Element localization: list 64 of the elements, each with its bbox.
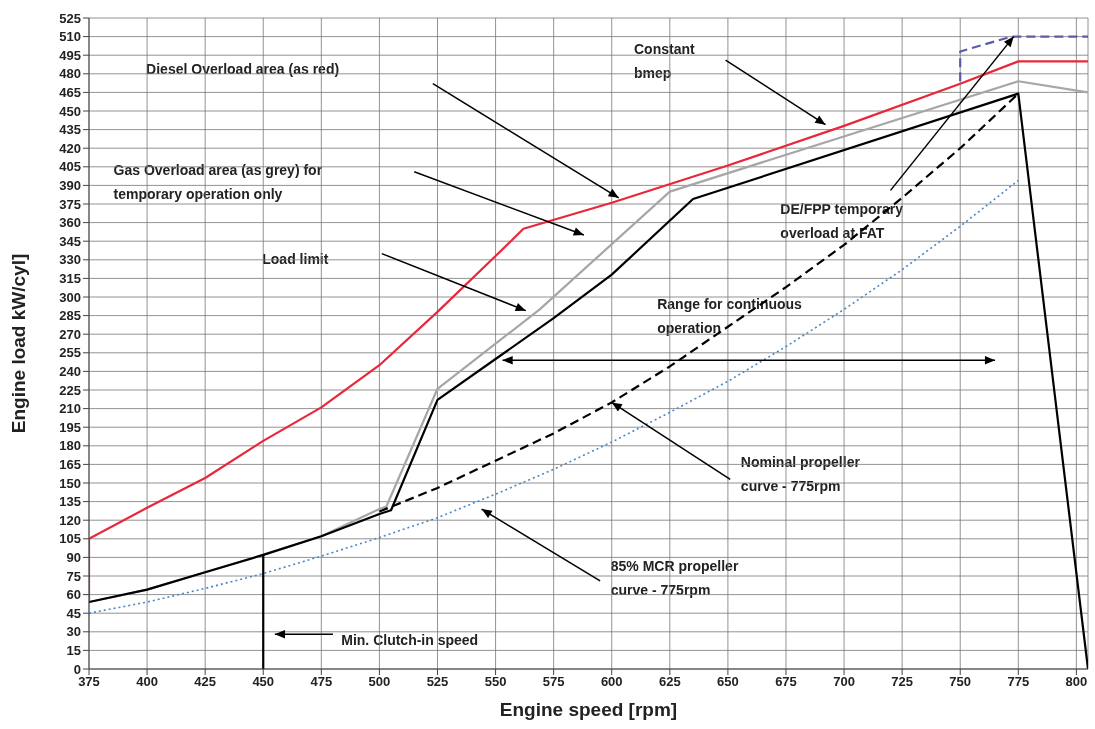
y-tick-label: 420: [59, 140, 81, 156]
x-tick-label: 475: [310, 674, 333, 690]
x-tick-label: 750: [949, 674, 972, 690]
annotation: Range for continuous operation: [656, 294, 803, 338]
y-tick-label: 360: [59, 215, 81, 231]
y-tick-label: 405: [59, 159, 81, 175]
y-tick-label: 300: [59, 289, 81, 305]
y-tick-label: 90: [66, 550, 81, 566]
annotation: Nominal propeller curve - 775rpm: [739, 453, 861, 497]
x-tick-label: 800: [1065, 674, 1088, 690]
annotation: Gas Overload area (as grey) for temporary operation only: [112, 160, 324, 204]
y-tick-label: 270: [59, 326, 81, 342]
y-tick-label: 465: [59, 85, 81, 101]
y-axis-title: Engine load kW/cyl]: [7, 253, 29, 434]
x-tick-label: 675: [775, 674, 797, 690]
x-tick-label: 775: [1007, 674, 1030, 690]
y-tick-label: 285: [59, 308, 81, 324]
y-tick-label: 435: [59, 122, 81, 138]
y-tick-label: 135: [59, 494, 81, 510]
y-tick-label: 75: [66, 568, 81, 584]
x-tick-label: 425: [194, 674, 217, 690]
x-tick-label: 700: [833, 674, 855, 690]
y-tick-label: 60: [66, 587, 81, 603]
x-tick-label: 450: [252, 674, 275, 690]
x-tick-label: 650: [717, 674, 739, 690]
y-tick-label: 0: [73, 661, 81, 677]
y-tick-label: 150: [59, 475, 81, 491]
x-tick-label: 500: [368, 674, 391, 690]
y-tick-label: 495: [59, 47, 81, 63]
y-tick-label: 390: [59, 178, 81, 194]
y-tick-label: 165: [59, 457, 81, 473]
x-tick-label: 575: [542, 674, 565, 690]
y-tick-label: 30: [66, 624, 81, 640]
x-tick-label: 525: [426, 674, 449, 690]
y-tick-label: 510: [59, 29, 81, 45]
y-tick-label: 375: [59, 196, 81, 212]
y-tick-label: 240: [59, 364, 81, 380]
y-tick-label: 120: [59, 512, 81, 528]
x-tick-label: 600: [600, 674, 623, 690]
y-tick-label: 330: [59, 252, 81, 268]
y-tick-label: 315: [59, 271, 81, 287]
y-tick-label: 15: [66, 643, 81, 659]
y-tick-label: 195: [59, 419, 81, 435]
x-tick-label: 375: [78, 674, 100, 690]
y-tick-label: 225: [59, 382, 81, 398]
annotation: Min. Clutch-in speed: [340, 630, 480, 650]
x-tick-label: 725: [891, 674, 913, 690]
x-tick-label: 625: [658, 674, 681, 690]
y-tick-label: 45: [66, 605, 81, 621]
annotation: Constant bmep: [633, 40, 696, 84]
y-tick-label: 255: [59, 345, 81, 361]
y-tick-label: 450: [59, 103, 81, 119]
x-tick-label: 550: [484, 674, 507, 690]
x-tick-label: 400: [136, 674, 158, 690]
y-tick-label: 345: [59, 233, 81, 249]
y-tick-label: 525: [59, 10, 81, 26]
annotation: 85% MCR propeller curve - 775rpm: [609, 557, 740, 601]
y-tick-label: 210: [59, 401, 81, 417]
y-tick-label: 105: [59, 531, 81, 547]
x-axis-title: Engine speed [rpm]: [499, 699, 678, 720]
y-tick-label: 480: [59, 66, 81, 82]
annotation: Load limit: [261, 249, 330, 269]
y-tick-label: 180: [59, 438, 81, 454]
annotation: Diesel Overload area (as red): [145, 60, 341, 80]
